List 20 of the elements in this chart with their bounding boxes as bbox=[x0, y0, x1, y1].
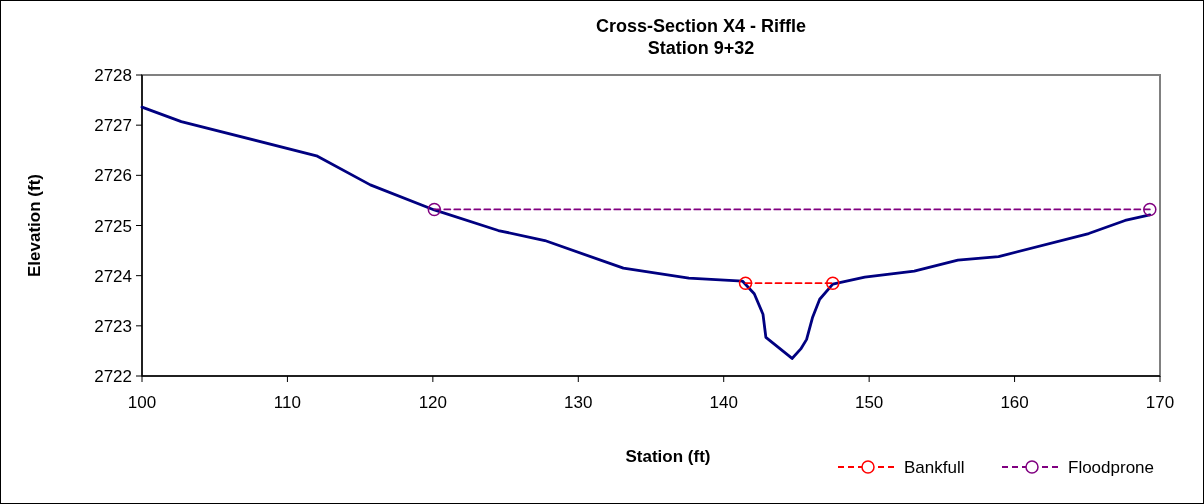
x-tick-label: 160 bbox=[1000, 393, 1029, 412]
x-axis-title: Station (ft) bbox=[625, 447, 711, 466]
y-axis-title: Elevation (ft) bbox=[25, 174, 44, 277]
legend-label: Floodprone bbox=[1068, 458, 1155, 477]
x-tick-label: 170 bbox=[1145, 393, 1175, 412]
y-tick-label: 2727 bbox=[94, 116, 132, 136]
chart-title: Cross-Section X4 - Riffle Station 9+32 bbox=[595, 16, 807, 58]
x-tick-label: 110 bbox=[273, 393, 301, 412]
x-tick-label: 150 bbox=[854, 393, 884, 412]
y-tick-label: 2724 bbox=[94, 266, 132, 286]
x-tick-label: 100 bbox=[127, 393, 157, 412]
x-tick-label: 130 bbox=[564, 393, 593, 412]
legend-label: Bankfull bbox=[904, 458, 965, 477]
y-tick-label: 2725 bbox=[94, 216, 132, 236]
x-tick-label: 140 bbox=[709, 393, 738, 412]
y-tick-label: 2722 bbox=[94, 367, 132, 386]
y-tick-label: 2726 bbox=[94, 166, 132, 186]
x-tick-label: 120 bbox=[418, 393, 448, 412]
y-tick-label: 2728 bbox=[94, 66, 132, 85]
y-tick-label: 2723 bbox=[94, 316, 132, 336]
